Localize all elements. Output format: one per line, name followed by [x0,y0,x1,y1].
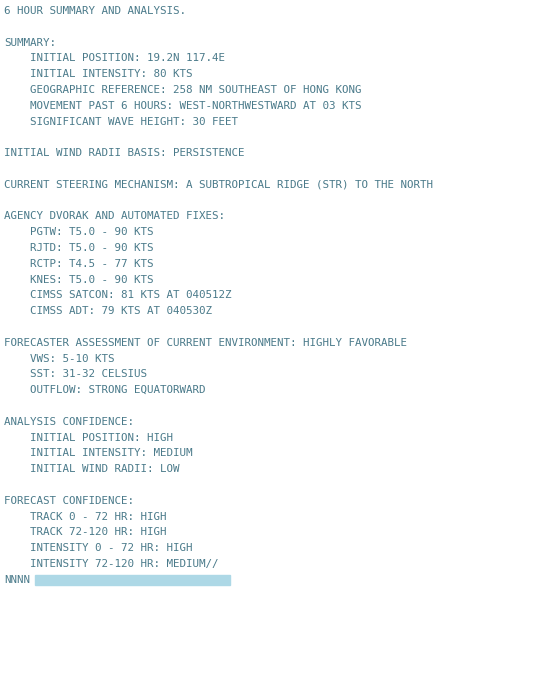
Text: INTENSITY 0 - 72 HR: HIGH: INTENSITY 0 - 72 HR: HIGH [4,543,193,553]
Text: OUTFLOW: STRONG EQUATORWARD: OUTFLOW: STRONG EQUATORWARD [4,385,206,395]
Bar [35,575,230,585]
Text: ANALYSIS CONFIDENCE:: ANALYSIS CONFIDENCE: [4,417,134,427]
Text: 6 HOUR SUMMARY AND ANALYSIS.: 6 HOUR SUMMARY AND ANALYSIS. [4,6,186,16]
Text: NNNN: NNNN [4,575,30,585]
Text: INITIAL POSITION: HIGH: INITIAL POSITION: HIGH [4,433,173,443]
Text: INITIAL POSITION: 19.2N 117.4E: INITIAL POSITION: 19.2N 117.4E [4,53,225,63]
Text: MOVEMENT PAST 6 HOURS: WEST-NORTHWESTWARD AT 03 KTS: MOVEMENT PAST 6 HOURS: WEST-NORTHWESTWAR… [4,101,361,111]
Text: SIGNIFICANT WAVE HEIGHT: 30 FEET: SIGNIFICANT WAVE HEIGHT: 30 FEET [4,116,238,127]
Text: INITIAL WIND RADII BASIS: PERSISTENCE: INITIAL WIND RADII BASIS: PERSISTENCE [4,148,245,158]
Text: CIMSS ADT: 79 KTS AT 040530Z: CIMSS ADT: 79 KTS AT 040530Z [4,306,212,316]
Text: FORECASTER ASSESSMENT OF CURRENT ENVIRONMENT: HIGHLY FAVORABLE: FORECASTER ASSESSMENT OF CURRENT ENVIRON… [4,338,407,348]
Text: GEOGRAPHIC REFERENCE: 258 NM SOUTHEAST OF HONG KONG: GEOGRAPHIC REFERENCE: 258 NM SOUTHEAST O… [4,85,361,95]
Text: INTENSITY 72-120 HR: MEDIUM//: INTENSITY 72-120 HR: MEDIUM// [4,559,219,569]
Text: TRACK 72-120 HR: HIGH: TRACK 72-120 HR: HIGH [4,528,167,538]
Text: CIMSS SATCON: 81 KTS AT 040512Z: CIMSS SATCON: 81 KTS AT 040512Z [4,291,232,300]
Text: VWS: 5-10 KTS: VWS: 5-10 KTS [4,353,115,363]
Text: SST: 31-32 CELSIUS: SST: 31-32 CELSIUS [4,369,147,380]
Text: SUMMARY:: SUMMARY: [4,38,56,48]
Text: RJTD: T5.0 - 90 KTS: RJTD: T5.0 - 90 KTS [4,243,154,253]
Text: PGTW: T5.0 - 90 KTS: PGTW: T5.0 - 90 KTS [4,227,154,237]
Text: AGENCY DVORAK AND AUTOMATED FIXES:: AGENCY DVORAK AND AUTOMATED FIXES: [4,211,225,221]
Text: CURRENT STEERING MECHANISM: A SUBTROPICAL RIDGE (STR) TO THE NORTH: CURRENT STEERING MECHANISM: A SUBTROPICA… [4,180,433,190]
Text: INITIAL INTENSITY: 80 KTS: INITIAL INTENSITY: 80 KTS [4,69,193,79]
Text: INITIAL WIND RADII: LOW: INITIAL WIND RADII: LOW [4,464,180,474]
Text: RCTP: T4.5 - 77 KTS: RCTP: T4.5 - 77 KTS [4,259,154,269]
Text: KNES: T5.0 - 90 KTS: KNES: T5.0 - 90 KTS [4,275,154,285]
Text: INITIAL INTENSITY: MEDIUM: INITIAL INTENSITY: MEDIUM [4,448,193,458]
Text: TRACK 0 - 72 HR: HIGH: TRACK 0 - 72 HR: HIGH [4,511,167,522]
Text: FORECAST CONFIDENCE:: FORECAST CONFIDENCE: [4,496,134,506]
